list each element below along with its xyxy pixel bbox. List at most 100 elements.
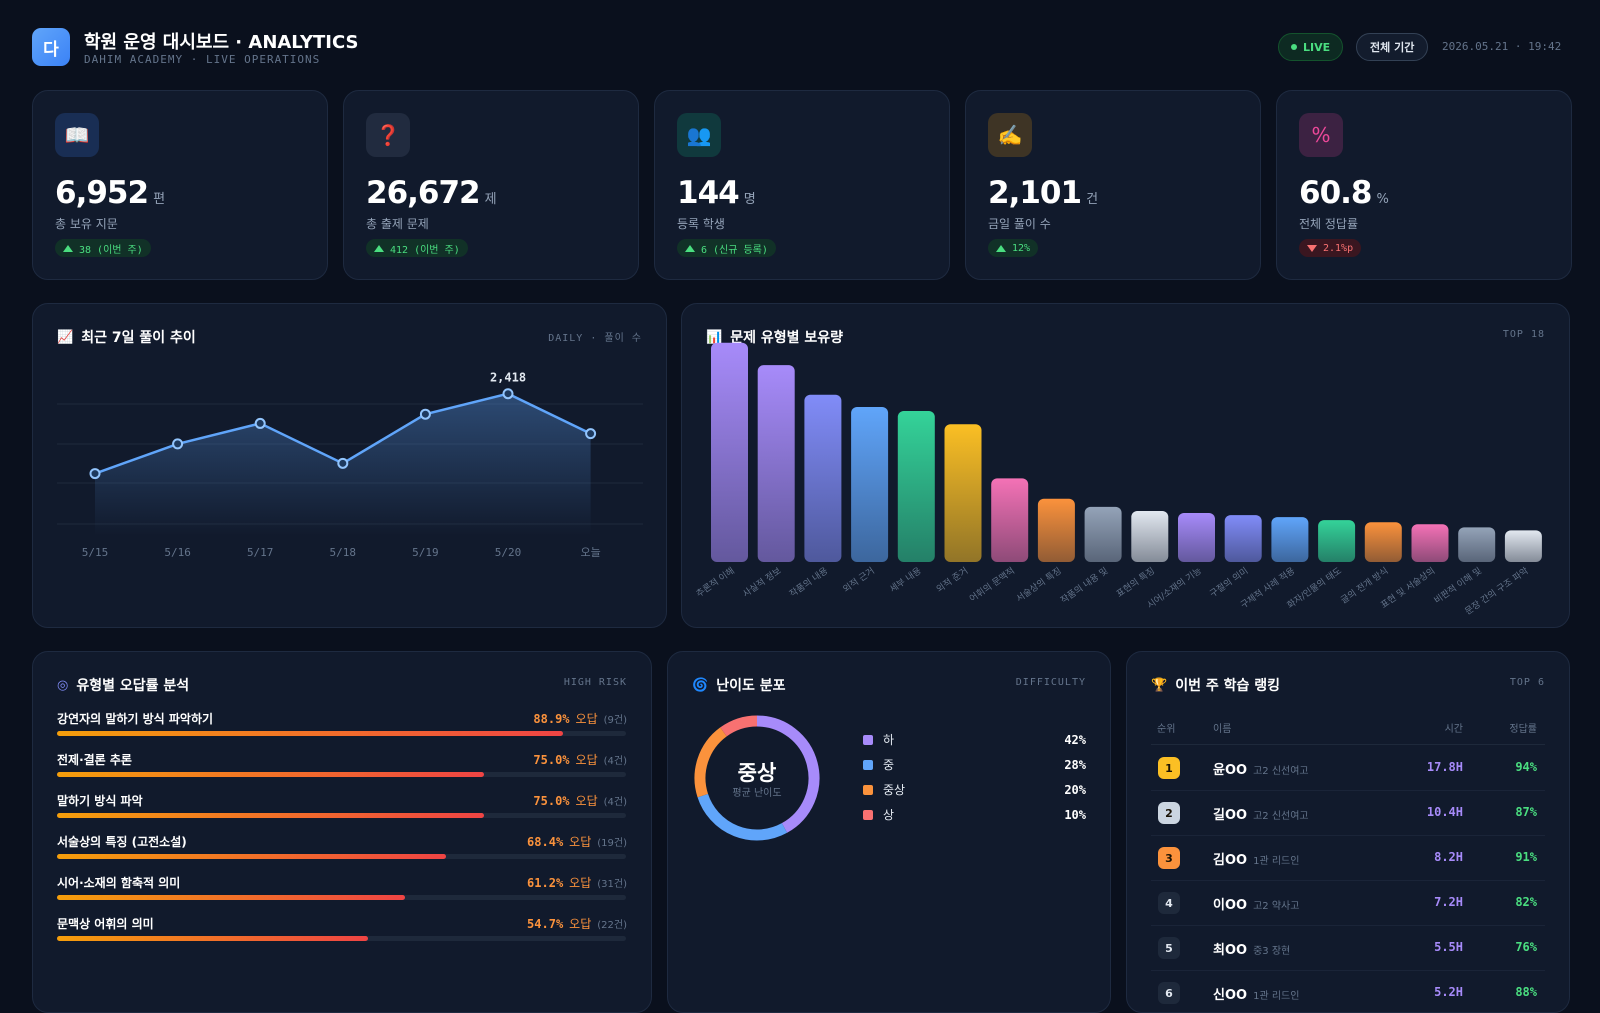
kpi-card: ✍️ 2,101 건 금일 풀이 수 12% <box>965 90 1261 280</box>
kpi-icon: 📖 <box>55 113 99 157</box>
delta-text: 2.1%p <box>1323 242 1354 254</box>
period-button[interactable]: 전체 기간 <box>1356 33 1429 61</box>
donut-segment <box>756 715 820 833</box>
legend-label: 중상 <box>883 783 905 797</box>
divider <box>1151 925 1545 926</box>
live-text: LIVE <box>1303 40 1331 54</box>
kpi-value-row: 6,952 편 <box>55 175 165 211</box>
rate-bar <box>57 895 406 900</box>
divider <box>1151 744 1545 745</box>
panel-icon: 🏆 <box>1151 677 1168 693</box>
delta-arrow <box>63 244 73 252</box>
panel-tag: DAILY · 풀이 수 <box>548 333 642 344</box>
kpi-unit: 제 <box>484 192 497 207</box>
hours: 7.2H <box>1434 895 1463 909</box>
x-tick-label: 외적 근거 <box>840 565 876 595</box>
kpi-delta: 12% <box>988 239 1039 257</box>
legend-swatch <box>863 810 873 820</box>
x-tick-label: 5/18 <box>330 546 357 559</box>
x-tick-label: 5/20 <box>495 546 522 559</box>
legend-label: 중 <box>883 758 894 772</box>
row-name: 말하기 방식 파악 <box>57 794 143 808</box>
bar <box>991 478 1029 562</box>
bar <box>1131 511 1169 562</box>
accuracy: 87% <box>1515 805 1537 819</box>
difficulty-card: 🌀 난이도 분포 DIFFICULTY 하 42% 중 28% 중상 20% 상 10% 중상 평균 난… <box>667 651 1111 1013</box>
bar <box>851 406 889 562</box>
row-rate: 61.2% 오답 (31건) <box>527 874 627 891</box>
hours: 17.8H <box>1426 760 1463 774</box>
panel-title: ◎ 유형별 오답률 분석 <box>57 675 189 695</box>
panel-icon: 📈 <box>57 329 74 345</box>
panel-title-text: 최근 7일 풀이 추이 <box>81 330 196 346</box>
bar <box>1224 515 1262 562</box>
student-name: 윤OO <box>1213 763 1248 778</box>
bar <box>804 394 842 562</box>
row-name: 문맥상 어휘의 의미 <box>57 917 154 931</box>
subtitle: DAHIM ACADEMY · LIVE OPERATIONS <box>84 53 321 66</box>
x-tick-label: 구절의 의미 <box>1207 565 1250 600</box>
rate-word: 오답 <box>569 917 592 931</box>
rate-value: 88.9% <box>533 712 570 726</box>
student-school: 1관 리드인 <box>1253 991 1300 1002</box>
kpi-label: 총 출제 문제 <box>366 217 429 231</box>
legend-value: 28% <box>1064 758 1086 772</box>
legend-value: 20% <box>1064 783 1086 797</box>
donut-segment <box>720 715 758 737</box>
rate-bar <box>57 854 447 859</box>
row-rate: 75.0% 오답 (4건) <box>533 792 627 809</box>
row-rate: 75.0% 오답 (4건) <box>533 751 627 768</box>
x-tick-label: 표현의 특징 <box>1114 565 1157 599</box>
rate-bar <box>57 772 484 777</box>
row-rate: 68.4% 오답 (19건) <box>527 833 627 850</box>
point <box>419 408 431 420</box>
kpi-unit: % <box>1376 192 1389 207</box>
panel-icon: 🌀 <box>692 677 709 693</box>
x-tick-label: 5/19 <box>412 546 439 559</box>
x-tick-label: 세부 내용 <box>888 565 924 595</box>
student: 최OO 중3 장현 <box>1213 939 1290 958</box>
x-tick-label: 사실적 정보 <box>740 565 783 600</box>
point <box>254 417 266 429</box>
rate-bar <box>57 813 484 818</box>
legend-value: 42% <box>1064 733 1086 747</box>
logo: 다 <box>32 28 70 66</box>
rank-badge: 2 <box>1158 802 1180 824</box>
bar <box>711 342 748 562</box>
x-tick-label: 서술상의 특징 <box>1014 565 1063 604</box>
delta-arrow <box>685 244 695 252</box>
x-tick-label: 작품의 내용 <box>788 565 831 599</box>
column-header: 순위 <box>1157 724 1176 735</box>
x-tick-label: 5/15 <box>82 546 109 559</box>
rate-word: 오답 <box>569 876 592 890</box>
rate-value: 75.0% <box>533 753 570 767</box>
delta-text: 412 (이번 주) <box>390 244 460 256</box>
student: 윤OO 고2 신선여고 <box>1213 759 1309 778</box>
rate-count: (31건) <box>597 879 627 890</box>
value-label: 2,418 <box>490 371 526 385</box>
bar <box>1318 520 1356 562</box>
student: 길OO 고2 신선여고 <box>1213 804 1309 823</box>
kpi-label: 전체 정답률 <box>1299 217 1359 231</box>
student-name: 최OO <box>1213 943 1248 958</box>
x-tick-label: 오늘 <box>580 546 600 559</box>
donut-segment <box>694 727 727 798</box>
x-tick-label: 추론적 이해 <box>694 565 737 600</box>
rate-word: 오답 <box>575 712 598 726</box>
row-name: 시어·소재의 함축적 의미 <box>57 876 181 890</box>
accuracy: 82% <box>1515 895 1537 909</box>
panel-title-text: 난이도 분포 <box>716 678 786 694</box>
rate-word: 오답 <box>569 835 592 849</box>
kpi-value-row: 2,101 건 <box>988 175 1098 211</box>
row-rate: 54.7% 오답 (22건) <box>527 915 627 932</box>
panel-tag: HIGH RISK <box>563 677 627 688</box>
kpi-value: 2,101 <box>988 175 1082 211</box>
rate-count: (4건) <box>603 756 627 767</box>
rate-value: 61.2% <box>527 876 564 890</box>
donut-segment <box>697 793 788 841</box>
kpi-delta: 412 (이번 주) <box>366 239 468 257</box>
bar <box>1271 517 1309 562</box>
student-school: 고2 신선여고 <box>1253 811 1309 822</box>
kpi-unit: 건 <box>1086 192 1099 207</box>
rate-count: (22건) <box>597 920 627 931</box>
